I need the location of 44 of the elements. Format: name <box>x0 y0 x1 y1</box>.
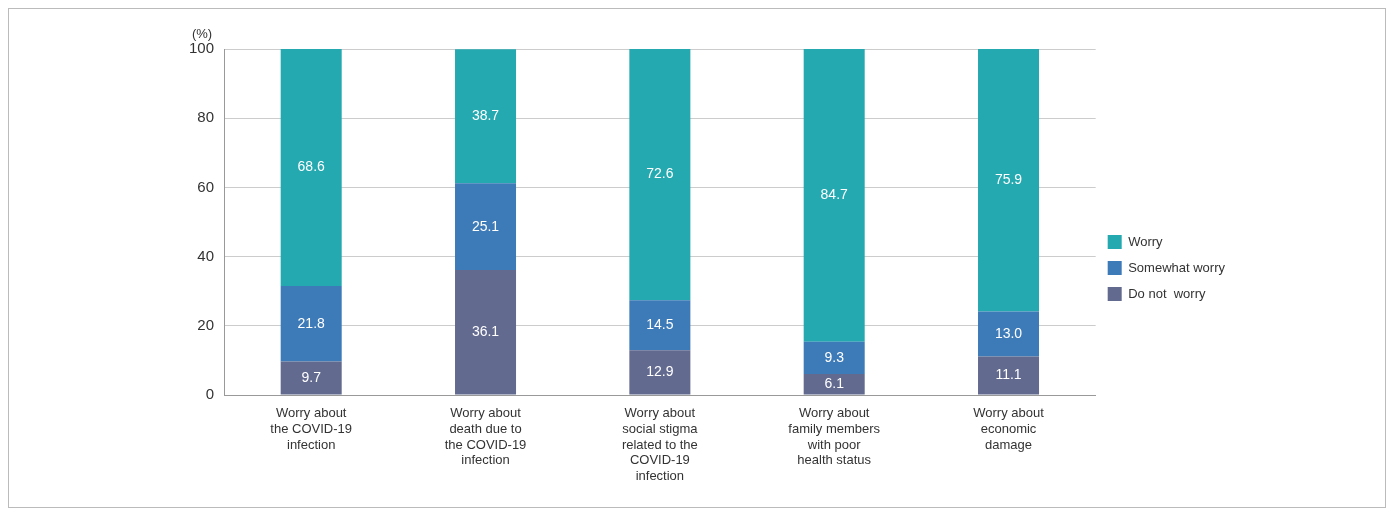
bar <box>978 49 1040 312</box>
bar <box>978 356 1040 395</box>
bar <box>803 341 865 374</box>
data-label: 84.7 <box>820 186 849 203</box>
bar <box>803 49 865 342</box>
data-label: 12.9 <box>646 363 674 380</box>
x-tick-label: Worry about economic damage <box>973 405 1045 452</box>
y-tick-label: 40 <box>197 246 215 264</box>
bar <box>280 286 342 362</box>
bar <box>629 350 691 395</box>
legend-label: Worry <box>1128 233 1164 249</box>
y-tick-label: 80 <box>197 108 215 126</box>
bar <box>978 311 1040 357</box>
legend-label: Somewhat worry <box>1128 259 1226 275</box>
data-label: 13.0 <box>994 324 1023 341</box>
x-tick-label: Worry about social stigma related to the COVID-19 infection <box>621 405 699 483</box>
data-label: 14.5 <box>646 316 674 333</box>
y-tick-label: 0 <box>205 385 215 403</box>
data-label: 21.8 <box>297 314 326 331</box>
bar <box>629 300 691 351</box>
data-label: 25.1 <box>471 217 500 234</box>
y-tick-label: 20 <box>197 315 215 333</box>
bar <box>280 49 342 287</box>
legend-label: Do not worry <box>1128 285 1206 301</box>
data-label: 36.1 <box>471 323 500 340</box>
bar <box>455 270 517 395</box>
x-tick-label: Worry about the COVID-19 infection <box>270 405 353 452</box>
data-label: 11.1 <box>995 366 1022 383</box>
x-tick-label: Worry about family members with poor health status <box>788 405 881 468</box>
bar <box>455 49 517 184</box>
data-label: 72.6 <box>646 165 674 182</box>
data-label: 9.7 <box>301 368 322 385</box>
bar <box>280 361 342 395</box>
data-label: 68.6 <box>297 158 326 175</box>
data-label: 38.7 <box>471 107 500 124</box>
data-label: 9.3 <box>824 348 845 365</box>
x-tick-label: Worry about death due to the COVID-19 infection <box>444 405 527 468</box>
y-tick-label: 60 <box>197 177 215 195</box>
bar <box>629 49 691 301</box>
bar <box>455 183 517 271</box>
data-label: 75.9 <box>994 171 1023 188</box>
y-axis-title: (%) <box>191 26 213 42</box>
bar <box>803 373 865 395</box>
data-label: 6.1 <box>824 375 845 392</box>
